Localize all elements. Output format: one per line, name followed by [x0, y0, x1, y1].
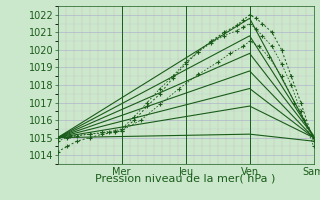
Text: Ven: Ven	[241, 167, 259, 177]
Text: Jeu: Jeu	[178, 167, 193, 177]
Text: Mer: Mer	[112, 167, 131, 177]
X-axis label: Pression niveau de la mer( hPa ): Pression niveau de la mer( hPa )	[95, 173, 276, 183]
Text: Sam: Sam	[303, 167, 320, 177]
